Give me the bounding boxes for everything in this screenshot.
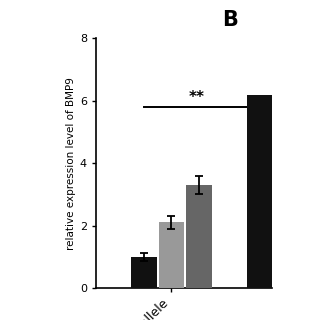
Text: B: B xyxy=(222,10,238,30)
Y-axis label: relative expression level of BMP9: relative expression level of BMP9 xyxy=(66,77,76,250)
Bar xyxy=(186,185,212,288)
Bar xyxy=(71,123,96,288)
Bar xyxy=(247,94,272,288)
Text: **: ** xyxy=(189,90,205,105)
Bar xyxy=(159,222,184,288)
Bar xyxy=(131,257,156,288)
